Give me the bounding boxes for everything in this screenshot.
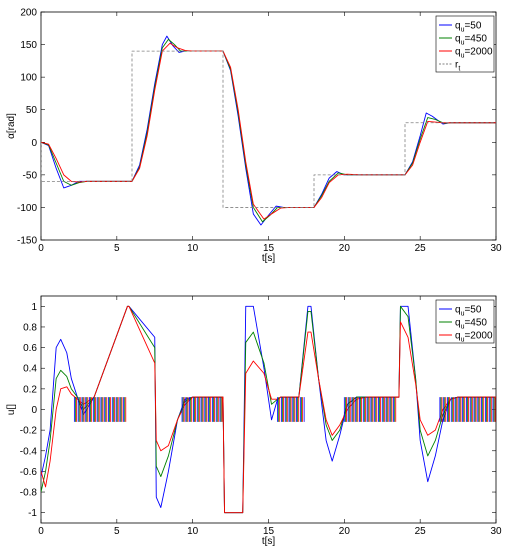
y-tick-label: -150 [17, 236, 37, 247]
y-tick-label: -0.8 [20, 488, 38, 499]
legend-entry-suffix: =2000 [464, 331, 493, 342]
legend-entry-sub: t [458, 66, 460, 73]
x-tick-label: 25 [415, 526, 427, 537]
x-tick-label: 10 [187, 526, 199, 537]
x-tick-label: 20 [339, 526, 351, 537]
x-tick-label: 5 [114, 526, 120, 537]
x-tick-label: 30 [490, 526, 502, 537]
y-tick-label: 200 [20, 8, 37, 19]
legend-entry: qu=2000 [455, 47, 493, 60]
legend-entry-label: q [455, 318, 461, 329]
series-line-rt [41, 50, 496, 208]
x-tick-label: 0 [38, 526, 44, 537]
y-axis-label: α[rad] [6, 113, 17, 139]
x-tick-label: 10 [187, 243, 199, 254]
y-tick-label: 150 [20, 40, 37, 51]
legend-entry-suffix: =50 [464, 21, 481, 32]
series-group [41, 35, 496, 226]
legend-entry: qu=2000 [455, 331, 493, 344]
chatter-2-segment [183, 397, 223, 422]
legend-entry: qu=450 [455, 318, 487, 331]
legend-entry: qu=50 [455, 305, 482, 318]
legend-entry-sub: u [461, 40, 465, 47]
legend-entry-suffix: =50 [464, 305, 481, 316]
y-tick-label: -0.6 [20, 467, 38, 478]
y-tick-label: 1 [31, 302, 37, 313]
chart-alpha: 0 5 10 15 20 25 30 -150 -100 -50 0 50 100 150 200 t[s] α… [6, 8, 502, 265]
y-tick-label: 0.4 [23, 364, 37, 375]
legend-entry-label: q [455, 305, 461, 316]
chatter-0-segment [181, 397, 221, 422]
legend-entry-sub: u [461, 337, 465, 344]
chatter-2-segment [279, 397, 303, 422]
plot-area [40, 11, 497, 241]
chatter-2-segment [76, 397, 127, 422]
legend-entry-suffix: =2000 [464, 47, 493, 58]
legend-entry-suffix: =450 [464, 318, 487, 329]
x-tick-label: 20 [339, 243, 351, 254]
chatter-2-segment [346, 397, 397, 422]
chatter-1-segment [440, 397, 495, 422]
legend-entry: rt [455, 60, 460, 73]
chatter-1-segment [345, 397, 396, 422]
x-tick-label: 15 [263, 526, 275, 537]
legend-entry-suffix: =450 [464, 34, 487, 45]
x-tick-label: 25 [415, 243, 427, 254]
y-tick-label: -0.4 [20, 446, 38, 457]
legend-entry-label: q [455, 21, 461, 32]
legend-entry-label: q [455, 34, 461, 45]
x-axis-label: t[s] [262, 253, 276, 264]
x-tick-label: 30 [490, 243, 502, 254]
chatter-1-segment [182, 397, 222, 422]
y-axis-label: u[] [6, 404, 17, 415]
chatter-0-segment [343, 397, 395, 422]
legend-entry-label: r [455, 60, 459, 71]
y-tick-label: -50 [23, 170, 38, 181]
chatter-2-segment [441, 397, 496, 422]
legend-entry-sub: u [461, 53, 465, 60]
y-tick-label: 0 [31, 138, 37, 149]
legend-entry-label: q [455, 331, 461, 342]
y-tick-label: -100 [17, 203, 37, 214]
chatter-0-segment [277, 397, 305, 422]
y-tick-label: 0.6 [23, 343, 37, 354]
y-tick-label: 0.8 [23, 322, 37, 333]
legend-entry-sub: u [461, 311, 465, 318]
legend-entry-label: q [455, 47, 461, 58]
chatter-1-segment [75, 397, 126, 422]
series-group [41, 305, 496, 514]
chatter-0-segment [73, 397, 125, 422]
legend-entry: qu=50 [455, 21, 482, 34]
x-axis-label: t[s] [262, 536, 276, 547]
x-tick-label: 0 [38, 243, 44, 254]
chart-control-u: 0 5 10 15 20 25 30 -1 -0.8 -0.6 -0.4 -0.2 0 0.2 0.4 0.6… [6, 295, 502, 547]
y-tick-label: 0 [31, 405, 37, 416]
y-tick-label: 50 [26, 105, 38, 116]
x-tick-label: 5 [114, 243, 120, 254]
chatter-0-segment [439, 397, 494, 422]
y-tick-label: -1 [28, 508, 37, 519]
chatter-1-segment [278, 397, 302, 422]
legend-entry-sub: u [461, 27, 465, 34]
y-tick-label: 100 [20, 73, 37, 84]
legend-entry-sub: u [461, 324, 465, 331]
legend-entry: qu=450 [455, 34, 487, 47]
y-tick-label: -0.2 [20, 426, 38, 437]
x-tick-label: 15 [263, 243, 275, 254]
y-tick-label: 0.2 [23, 384, 37, 395]
